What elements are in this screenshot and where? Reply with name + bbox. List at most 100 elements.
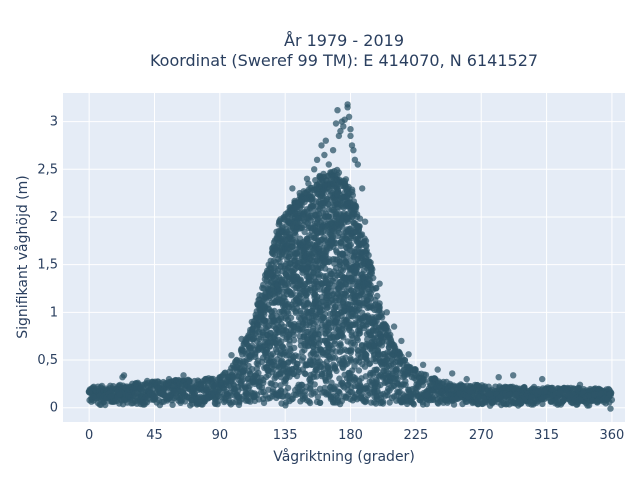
data-point xyxy=(287,314,295,321)
data-point xyxy=(295,388,302,395)
data-point xyxy=(318,142,325,149)
data-point xyxy=(311,381,318,388)
data-point xyxy=(422,371,430,379)
data-point xyxy=(301,228,308,236)
data-point xyxy=(294,360,301,367)
y-axis-title: Signifikant våghöjd (m) xyxy=(14,175,31,338)
data-point xyxy=(593,398,600,405)
data-point xyxy=(316,399,324,406)
data-point xyxy=(94,383,102,390)
data-point xyxy=(290,337,298,344)
y-tick-label: 1,5 xyxy=(37,258,58,273)
data-point xyxy=(578,397,585,404)
data-point xyxy=(512,391,520,398)
data-point xyxy=(345,113,353,121)
data-point xyxy=(314,393,322,401)
data-point xyxy=(402,378,409,385)
data-point xyxy=(289,290,297,297)
data-point xyxy=(597,390,605,398)
data-point xyxy=(305,398,313,405)
data-point xyxy=(144,377,151,385)
data-point xyxy=(246,383,253,390)
data-point xyxy=(347,356,355,364)
data-point xyxy=(352,203,360,211)
data-point xyxy=(356,388,363,395)
data-point xyxy=(383,309,390,316)
data-point xyxy=(329,147,337,154)
data-point xyxy=(279,223,286,230)
data-point xyxy=(361,218,369,225)
data-point xyxy=(248,365,256,373)
data-point xyxy=(229,399,237,406)
data-point xyxy=(326,366,334,373)
data-point xyxy=(120,396,128,404)
data-point xyxy=(277,315,285,322)
data-point xyxy=(307,385,314,392)
data-point xyxy=(465,393,472,400)
data-point xyxy=(347,241,355,249)
data-point xyxy=(228,352,235,359)
data-point xyxy=(231,388,239,396)
chart-title: År 1979 - 2019 xyxy=(284,31,404,50)
data-point xyxy=(94,399,102,406)
data-point xyxy=(248,318,255,326)
data-point xyxy=(449,370,456,377)
data-point xyxy=(606,391,613,398)
data-point xyxy=(347,132,354,140)
data-point xyxy=(312,318,320,326)
data-point xyxy=(379,400,387,407)
data-point xyxy=(284,209,292,216)
y-tick-label: 0 xyxy=(50,401,58,416)
data-point xyxy=(373,285,380,292)
data-point xyxy=(491,398,498,406)
data-point xyxy=(359,185,366,192)
data-point xyxy=(297,307,304,315)
data-point xyxy=(347,126,354,133)
data-point xyxy=(344,101,351,108)
data-point xyxy=(291,344,298,352)
data-point xyxy=(530,397,537,405)
y-tick-label: 2,5 xyxy=(37,162,58,177)
data-point xyxy=(369,266,376,273)
data-point xyxy=(351,156,359,163)
data-point xyxy=(321,310,329,318)
data-point xyxy=(450,401,458,408)
data-point xyxy=(342,354,349,361)
data-point xyxy=(576,381,584,388)
x-tick-label: 45 xyxy=(146,428,163,443)
data-point xyxy=(239,376,246,384)
data-point xyxy=(443,397,450,404)
data-point xyxy=(351,341,358,348)
data-point xyxy=(120,372,128,379)
data-point xyxy=(539,400,546,408)
data-point xyxy=(370,274,377,282)
data-point xyxy=(608,396,616,404)
data-point xyxy=(247,398,254,405)
data-point xyxy=(116,391,123,398)
data-point xyxy=(165,375,173,383)
data-point xyxy=(255,321,262,329)
x-tick-label: 90 xyxy=(212,428,229,443)
data-point xyxy=(238,335,245,343)
data-point xyxy=(302,370,309,378)
data-point xyxy=(313,156,321,163)
data-point xyxy=(362,237,370,245)
data-point xyxy=(356,329,364,337)
data-point xyxy=(289,185,296,192)
data-point xyxy=(297,398,304,405)
data-point xyxy=(510,372,517,379)
data-point xyxy=(278,338,285,345)
data-point xyxy=(214,401,221,408)
x-tick-label: 360 xyxy=(600,428,625,443)
x-tick-label: 135 xyxy=(273,428,298,443)
data-point xyxy=(347,388,354,396)
data-point xyxy=(374,292,381,300)
data-point xyxy=(321,151,328,159)
data-point xyxy=(393,366,400,373)
data-point xyxy=(362,398,369,405)
data-point xyxy=(398,337,405,345)
data-point xyxy=(292,231,299,239)
data-point xyxy=(378,314,386,321)
